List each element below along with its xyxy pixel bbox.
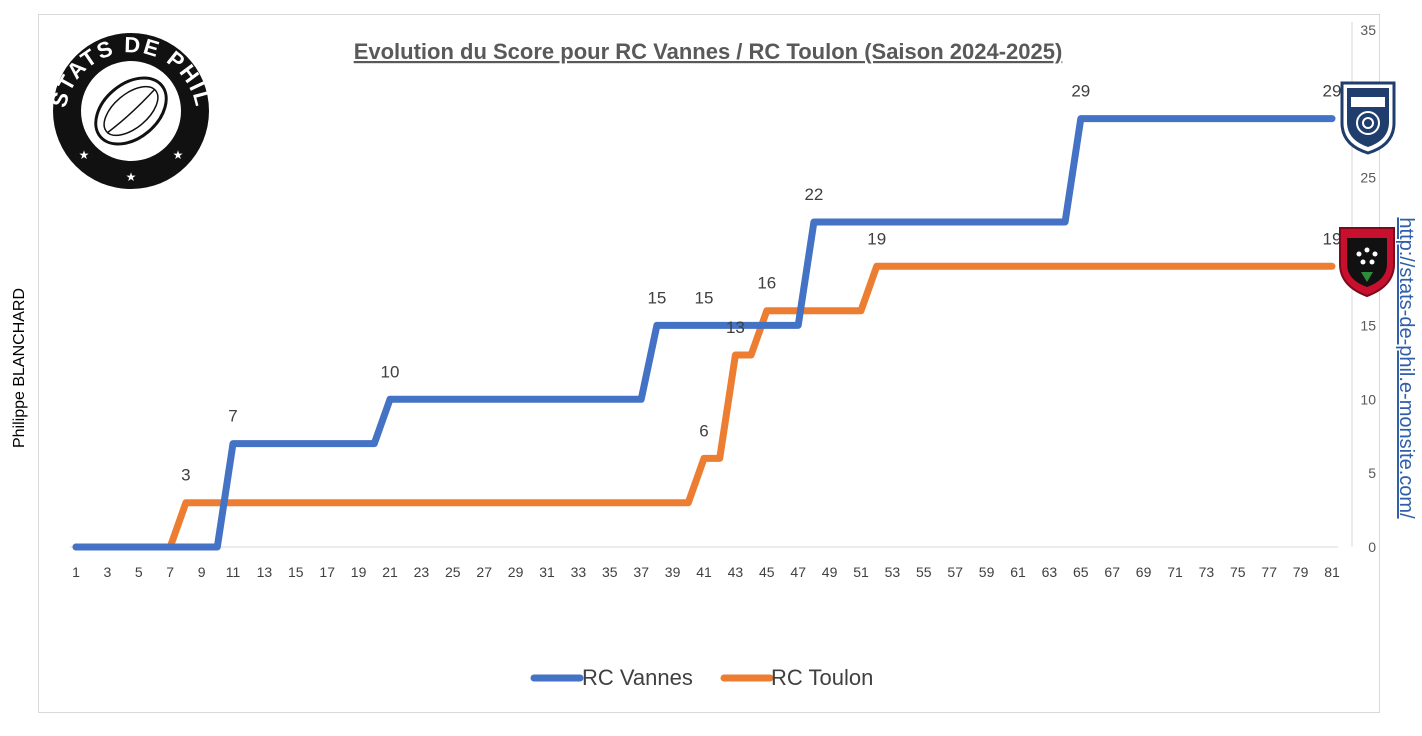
x-tick-label: 65	[1073, 564, 1089, 580]
x-tick-label: 25	[445, 564, 461, 580]
toulon-crest-icon	[1339, 227, 1395, 298]
y-tick-label: 15	[1360, 317, 1376, 333]
axes: 1 3 5 7 9 11 13 15 17 19 21 23 25 27 29 31 33 35 37 39 41 43 4…	[70, 22, 1376, 580]
x-tick-label: 35	[602, 564, 618, 580]
x-tick-label: 45	[759, 564, 775, 580]
x-tick-label: 69	[1136, 564, 1152, 580]
svg-text:★: ★	[126, 170, 137, 184]
chart-title: Evolution du Score pour RC Vannes / RC T…	[354, 39, 1063, 64]
svg-text:★: ★	[173, 148, 184, 162]
x-tick-label: 29	[508, 564, 524, 580]
chart-frame	[38, 14, 1380, 713]
x-tick-label: 43	[728, 564, 744, 580]
x-tick-label: 71	[1167, 564, 1183, 580]
series-lines	[72, 115, 1336, 551]
data-label-rc-vannes: 15	[647, 288, 666, 307]
x-tick-label: 11	[226, 564, 241, 580]
series-line-rc-vannes	[72, 115, 1336, 551]
legend: RC Vannes RC Toulon	[530, 665, 873, 690]
x-tick-label: 3	[104, 564, 112, 580]
data-label-rc-vannes: 7	[228, 407, 237, 426]
x-tick-label: 81	[1324, 564, 1340, 580]
x-tick-label: 37	[633, 564, 649, 580]
data-label-rc-vannes: 10	[381, 362, 400, 381]
x-tick-label: 75	[1230, 564, 1246, 580]
data-label-rc-vannes: 29	[1323, 82, 1342, 101]
x-tick-label: 23	[414, 564, 430, 580]
x-tick-label: 1	[72, 564, 80, 580]
data-labels: 7 10 15 15 22 29 29 3 6 13 16 19 19	[181, 82, 1341, 485]
x-tick-label: 39	[665, 564, 681, 580]
x-tick-label: 27	[476, 564, 492, 580]
x-tick-label: 17	[319, 564, 335, 580]
y-tick-label: 35	[1360, 22, 1376, 38]
rugby-ball-icon	[94, 76, 168, 146]
x-tick-label: 57	[947, 564, 963, 580]
x-tick-label: 21	[382, 564, 398, 580]
data-label-rc-toulon: 19	[1323, 229, 1342, 248]
x-tick-label: 19	[351, 564, 367, 580]
data-label-rc-vannes: 15	[695, 288, 714, 307]
legend-label-rc-toulon: RC Toulon	[771, 665, 873, 690]
x-tick-label: 63	[1042, 564, 1058, 580]
x-tick-label: 67	[1104, 564, 1120, 580]
x-tick-label: 41	[696, 564, 712, 580]
y-tick-label: 25	[1360, 170, 1376, 186]
data-label-rc-toulon: 6	[699, 421, 708, 440]
x-tick-label: 59	[979, 564, 995, 580]
data-label-rc-vannes: 29	[1071, 82, 1090, 101]
x-tick-label: 53	[885, 564, 901, 580]
x-tick-label: 31	[539, 564, 555, 580]
x-tick-label: 33	[571, 564, 587, 580]
y-tick-label: 0	[1368, 539, 1376, 555]
x-tick-label: 9	[198, 564, 206, 580]
author-label: Philippe BLANCHARD	[11, 288, 28, 448]
data-label-rc-toulon: 13	[726, 318, 745, 337]
legend-label-rc-vannes: RC Vannes	[582, 665, 693, 690]
x-tick-label: 15	[288, 564, 304, 580]
x-tick-label: 77	[1261, 564, 1277, 580]
x-tick-label: 55	[916, 564, 932, 580]
x-tick-label: 49	[822, 564, 838, 580]
x-tick-label: 51	[853, 564, 869, 580]
x-tick-label: 79	[1293, 564, 1309, 580]
data-label-rc-toulon: 3	[181, 466, 190, 485]
x-tick-label: 7	[166, 564, 174, 580]
site-url-link[interactable]: http://stats-de-phil.e-monsite.com/	[1395, 217, 1417, 519]
svg-text:★: ★	[79, 148, 90, 162]
y-tick-label: 10	[1360, 391, 1376, 407]
data-label-rc-toulon: 19	[867, 229, 886, 248]
y-tick-label: 5	[1368, 465, 1376, 481]
data-label-rc-vannes: 22	[804, 185, 823, 204]
x-tick-label: 5	[135, 564, 143, 580]
stats-de-phil-logo: STATS DE PHIL ★ ★ ★	[46, 32, 214, 189]
x-tick-label: 47	[790, 564, 806, 580]
series-line-rc-toulon	[72, 262, 1336, 551]
x-tick-label: 13	[257, 564, 273, 580]
x-tick-label: 73	[1199, 564, 1215, 580]
vannes-crest-icon	[1340, 81, 1396, 155]
x-tick-label: 61	[1010, 564, 1026, 580]
data-label-rc-toulon: 16	[757, 274, 776, 293]
